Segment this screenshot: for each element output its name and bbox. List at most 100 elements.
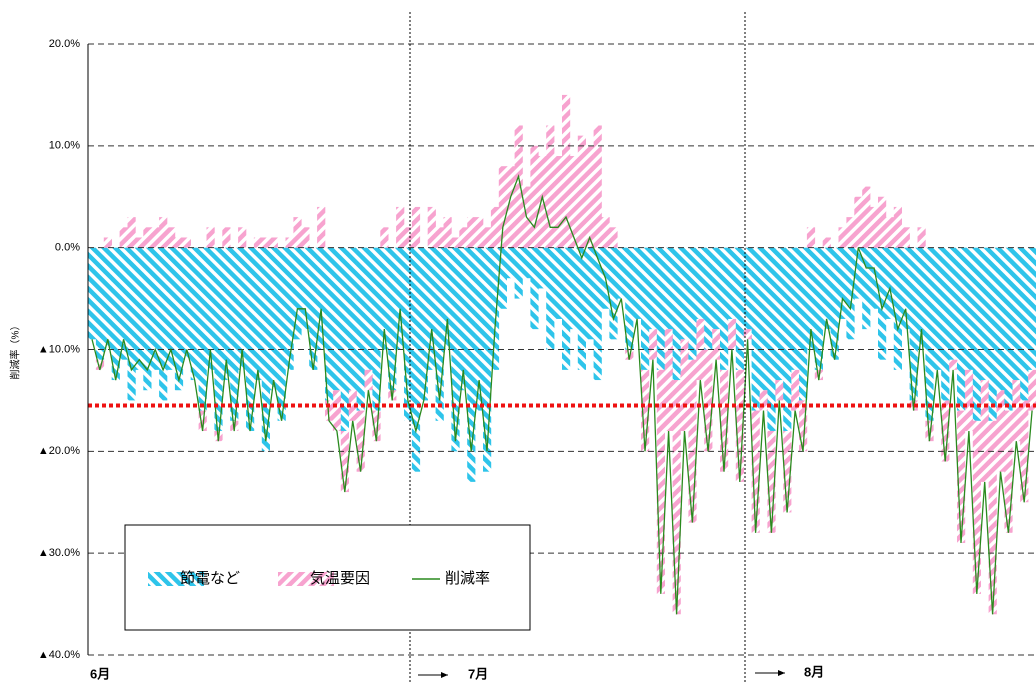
bar-temperature — [546, 125, 555, 248]
bar-saving — [538, 247, 547, 289]
bar-saving — [253, 247, 263, 381]
bar-saving — [799, 247, 808, 401]
legend-swatch — [278, 572, 334, 586]
bar-saving — [340, 247, 349, 431]
bar-temperature — [404, 227, 413, 248]
y-tick-label: ▲40.0% — [38, 649, 80, 661]
bar-saving — [230, 247, 239, 421]
bar-saving — [854, 247, 863, 299]
bar-temperature — [340, 430, 349, 493]
bar-temperature — [743, 329, 752, 340]
bar-saving — [941, 247, 950, 401]
bar-temperature — [949, 359, 958, 370]
bar-temperature — [648, 329, 658, 360]
bar-saving — [182, 247, 191, 360]
bar-saving — [404, 247, 413, 421]
bar-saving — [957, 247, 966, 411]
bar-saving — [641, 247, 650, 370]
bar-saving — [893, 247, 902, 370]
bar-saving — [483, 247, 492, 472]
bar-saving — [490, 247, 500, 370]
bar-temperature — [483, 227, 492, 248]
bar-temperature — [135, 237, 144, 248]
bar-saving — [396, 247, 405, 350]
bar-saving — [277, 247, 286, 421]
bar-temperature — [569, 156, 579, 248]
bar-temperature — [1012, 380, 1021, 442]
bar-temperature — [641, 369, 650, 452]
bar-temperature — [941, 400, 950, 462]
bar-saving — [546, 247, 555, 350]
month-label: 8月 — [804, 664, 824, 679]
bar-saving — [364, 247, 373, 370]
bar-temperature — [269, 237, 278, 248]
bar-temperature — [490, 206, 500, 248]
bar-saving — [822, 247, 831, 330]
bar-saving — [348, 247, 357, 391]
bar-temperature — [957, 410, 966, 543]
bar-saving — [878, 247, 887, 360]
bar-saving — [727, 247, 737, 319]
bar-temperature — [775, 380, 784, 401]
bar-temperature — [767, 430, 776, 533]
bar-temperature — [554, 156, 563, 248]
bar-temperature — [95, 359, 105, 370]
bar-temperature — [435, 227, 444, 248]
bar-saving — [269, 247, 278, 391]
bar-saving — [554, 247, 563, 319]
bar-saving — [656, 247, 665, 370]
bar-temperature — [680, 339, 689, 431]
bar-saving — [261, 247, 270, 452]
bar-saving — [443, 247, 452, 350]
bar-temperature — [601, 217, 610, 248]
bar-saving — [633, 247, 642, 319]
bar-saving — [111, 247, 120, 381]
bar-temperature — [925, 420, 934, 442]
bar-saving — [696, 247, 705, 319]
bar-saving — [388, 247, 397, 391]
bar-saving — [925, 247, 934, 421]
bar-saving — [95, 247, 105, 360]
bar-temperature — [712, 329, 721, 360]
y-tick-label: 10.0% — [49, 140, 80, 152]
bar-saving — [1028, 247, 1036, 370]
bar-saving — [949, 247, 958, 360]
bar-temperature — [396, 206, 405, 248]
bar-saving — [1020, 247, 1029, 401]
bar-temperature — [301, 227, 310, 248]
bar-saving — [135, 247, 144, 370]
bar-saving — [475, 247, 484, 411]
bar-temperature — [562, 94, 571, 248]
bar-saving — [980, 247, 989, 381]
bar-saving — [411, 247, 421, 472]
bar-temperature — [846, 217, 855, 248]
bar-temperature — [885, 217, 895, 248]
bar-temperature — [625, 349, 634, 360]
bar-temperature — [854, 196, 863, 248]
bar-saving — [593, 247, 602, 381]
bar-temperature — [980, 380, 989, 482]
bar-temperature — [664, 329, 673, 431]
bar-saving — [1012, 247, 1021, 381]
bar-saving — [625, 247, 634, 350]
bar-saving — [964, 247, 974, 370]
bar-temperature — [167, 227, 176, 248]
bar-temperature — [783, 430, 792, 513]
bar-saving — [933, 247, 942, 370]
bar-saving — [514, 247, 523, 299]
bar-saving — [664, 247, 673, 330]
bar-saving — [151, 247, 160, 370]
bar-saving — [206, 247, 215, 370]
bar-saving — [1004, 247, 1013, 411]
bar-temperature — [443, 217, 452, 248]
bar-temperature — [261, 237, 270, 248]
bar-temperature — [127, 217, 136, 248]
bar-saving — [996, 247, 1005, 391]
y-tick-label: 20.0% — [49, 38, 80, 50]
bar-saving — [174, 247, 184, 391]
bar-temperature — [317, 206, 326, 248]
legend-label: 削減率 — [445, 570, 490, 587]
bar-saving — [332, 247, 342, 391]
bar-saving — [467, 247, 476, 482]
bar-temperature — [672, 380, 681, 615]
